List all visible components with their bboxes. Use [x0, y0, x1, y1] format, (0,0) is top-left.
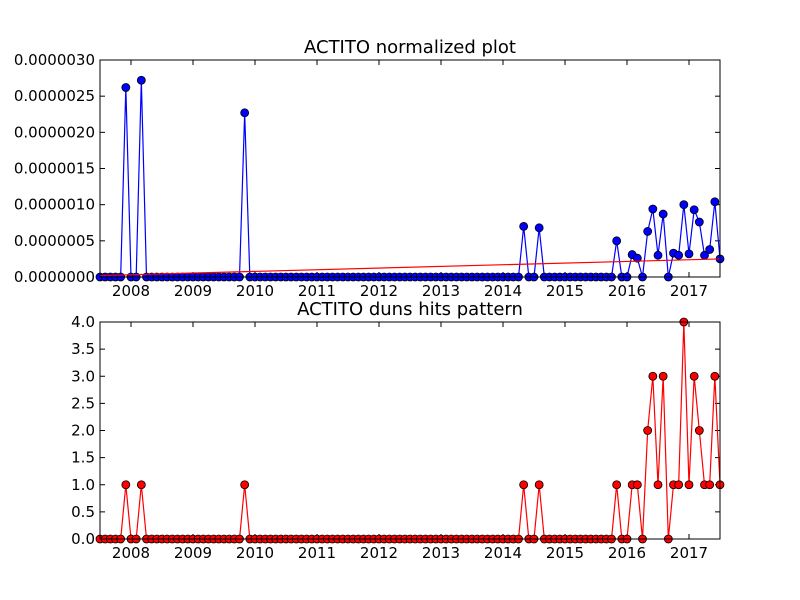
data-point — [534, 223, 544, 233]
data-point — [658, 209, 668, 219]
data-point — [684, 249, 694, 259]
data-point — [705, 480, 715, 490]
y-tick-label: 3.5 — [71, 340, 95, 358]
x-tick-label: 2013 — [422, 282, 460, 300]
x-tick-label: 2012 — [360, 282, 398, 300]
data-point — [674, 480, 684, 490]
y-tick-label: 0.0000010 — [14, 196, 95, 214]
x-tick-label: 2009 — [174, 544, 212, 562]
y-tick-label: 0.0000000 — [14, 268, 95, 286]
data-point — [684, 480, 694, 490]
y-tick-label: 0.0000015 — [14, 160, 95, 178]
x-tick-label: 2017 — [670, 544, 708, 562]
y-tick-label: 0.0000025 — [14, 87, 95, 105]
data-point — [694, 217, 704, 227]
x-tick-label: 2011 — [298, 282, 336, 300]
data-point — [653, 250, 663, 260]
data-point — [705, 245, 715, 254]
x-tick-label: 2014 — [484, 544, 522, 562]
data-point — [612, 236, 622, 246]
data-point — [136, 480, 146, 490]
x-tick-label: 2017 — [670, 282, 708, 300]
x-tick-label: 2009 — [174, 282, 212, 300]
x-tick-label: 2012 — [360, 544, 398, 562]
top-chart: ACTITO normalized plot 0.0000000 0.000000… — [14, 37, 725, 300]
x-tick-label: 2016 — [608, 282, 646, 300]
x-tick-label: 2010 — [236, 282, 274, 300]
data-point — [240, 108, 250, 118]
x-tick-label: 2015 — [546, 282, 584, 300]
data-point — [612, 480, 622, 490]
data-point — [240, 480, 250, 490]
y-tick-label: 0.0 — [71, 530, 95, 548]
data-point — [674, 250, 684, 260]
y-tick-label: 0.0000030 — [14, 51, 95, 69]
data-point — [710, 197, 720, 207]
x-tick-label: 2015 — [546, 544, 584, 562]
y-tick-label: 0.0000005 — [14, 232, 95, 250]
y-tick-label: 0.5 — [71, 503, 95, 521]
data-point — [689, 371, 699, 381]
data-point — [632, 480, 642, 490]
data-point — [643, 227, 653, 236]
bottom-chart-title: ACTITO duns hits pattern — [297, 299, 523, 320]
bottom-chart: ACTITO duns hits pattern 0.0 0.5 1.0 1.5 2.0… — [71, 299, 725, 562]
y-tick-label: 0.0000020 — [14, 123, 95, 141]
data-point — [121, 480, 131, 490]
data-point — [643, 426, 653, 435]
data-point — [632, 253, 642, 263]
y-tick-label: 3.0 — [71, 367, 95, 385]
data-point — [136, 75, 146, 85]
data-point — [653, 480, 663, 490]
x-tick-label: 2016 — [608, 544, 646, 562]
trend-line — [99, 258, 721, 277]
y-tick-label: 1.5 — [71, 449, 95, 467]
bottom-plot-frame — [99, 321, 721, 540]
data-point — [648, 204, 658, 214]
y-tick-label: 4.0 — [71, 313, 95, 331]
data-point — [710, 371, 720, 381]
y-tick-label: 2.0 — [71, 422, 95, 440]
data-point — [121, 83, 131, 92]
data-point — [519, 221, 529, 231]
data-point — [679, 200, 689, 210]
x-tick-label: 2010 — [236, 544, 274, 562]
data-point — [694, 426, 704, 435]
data-point — [689, 205, 699, 215]
data-point — [658, 371, 668, 381]
x-tick-label: 2011 — [298, 544, 336, 562]
x-tick-label: 2008 — [112, 544, 150, 562]
data-point — [519, 480, 529, 490]
top-plot-frame — [99, 59, 721, 278]
y-tick-label: 1.0 — [71, 476, 95, 494]
data-point — [648, 371, 658, 381]
top-chart-title: ACTITO normalized plot — [304, 37, 516, 58]
y-tick-label: 2.5 — [71, 394, 95, 412]
x-tick-label: 2014 — [484, 282, 522, 300]
data-point — [534, 480, 544, 490]
x-tick-label: 2013 — [422, 544, 460, 562]
x-tick-label: 2008 — [112, 282, 150, 300]
